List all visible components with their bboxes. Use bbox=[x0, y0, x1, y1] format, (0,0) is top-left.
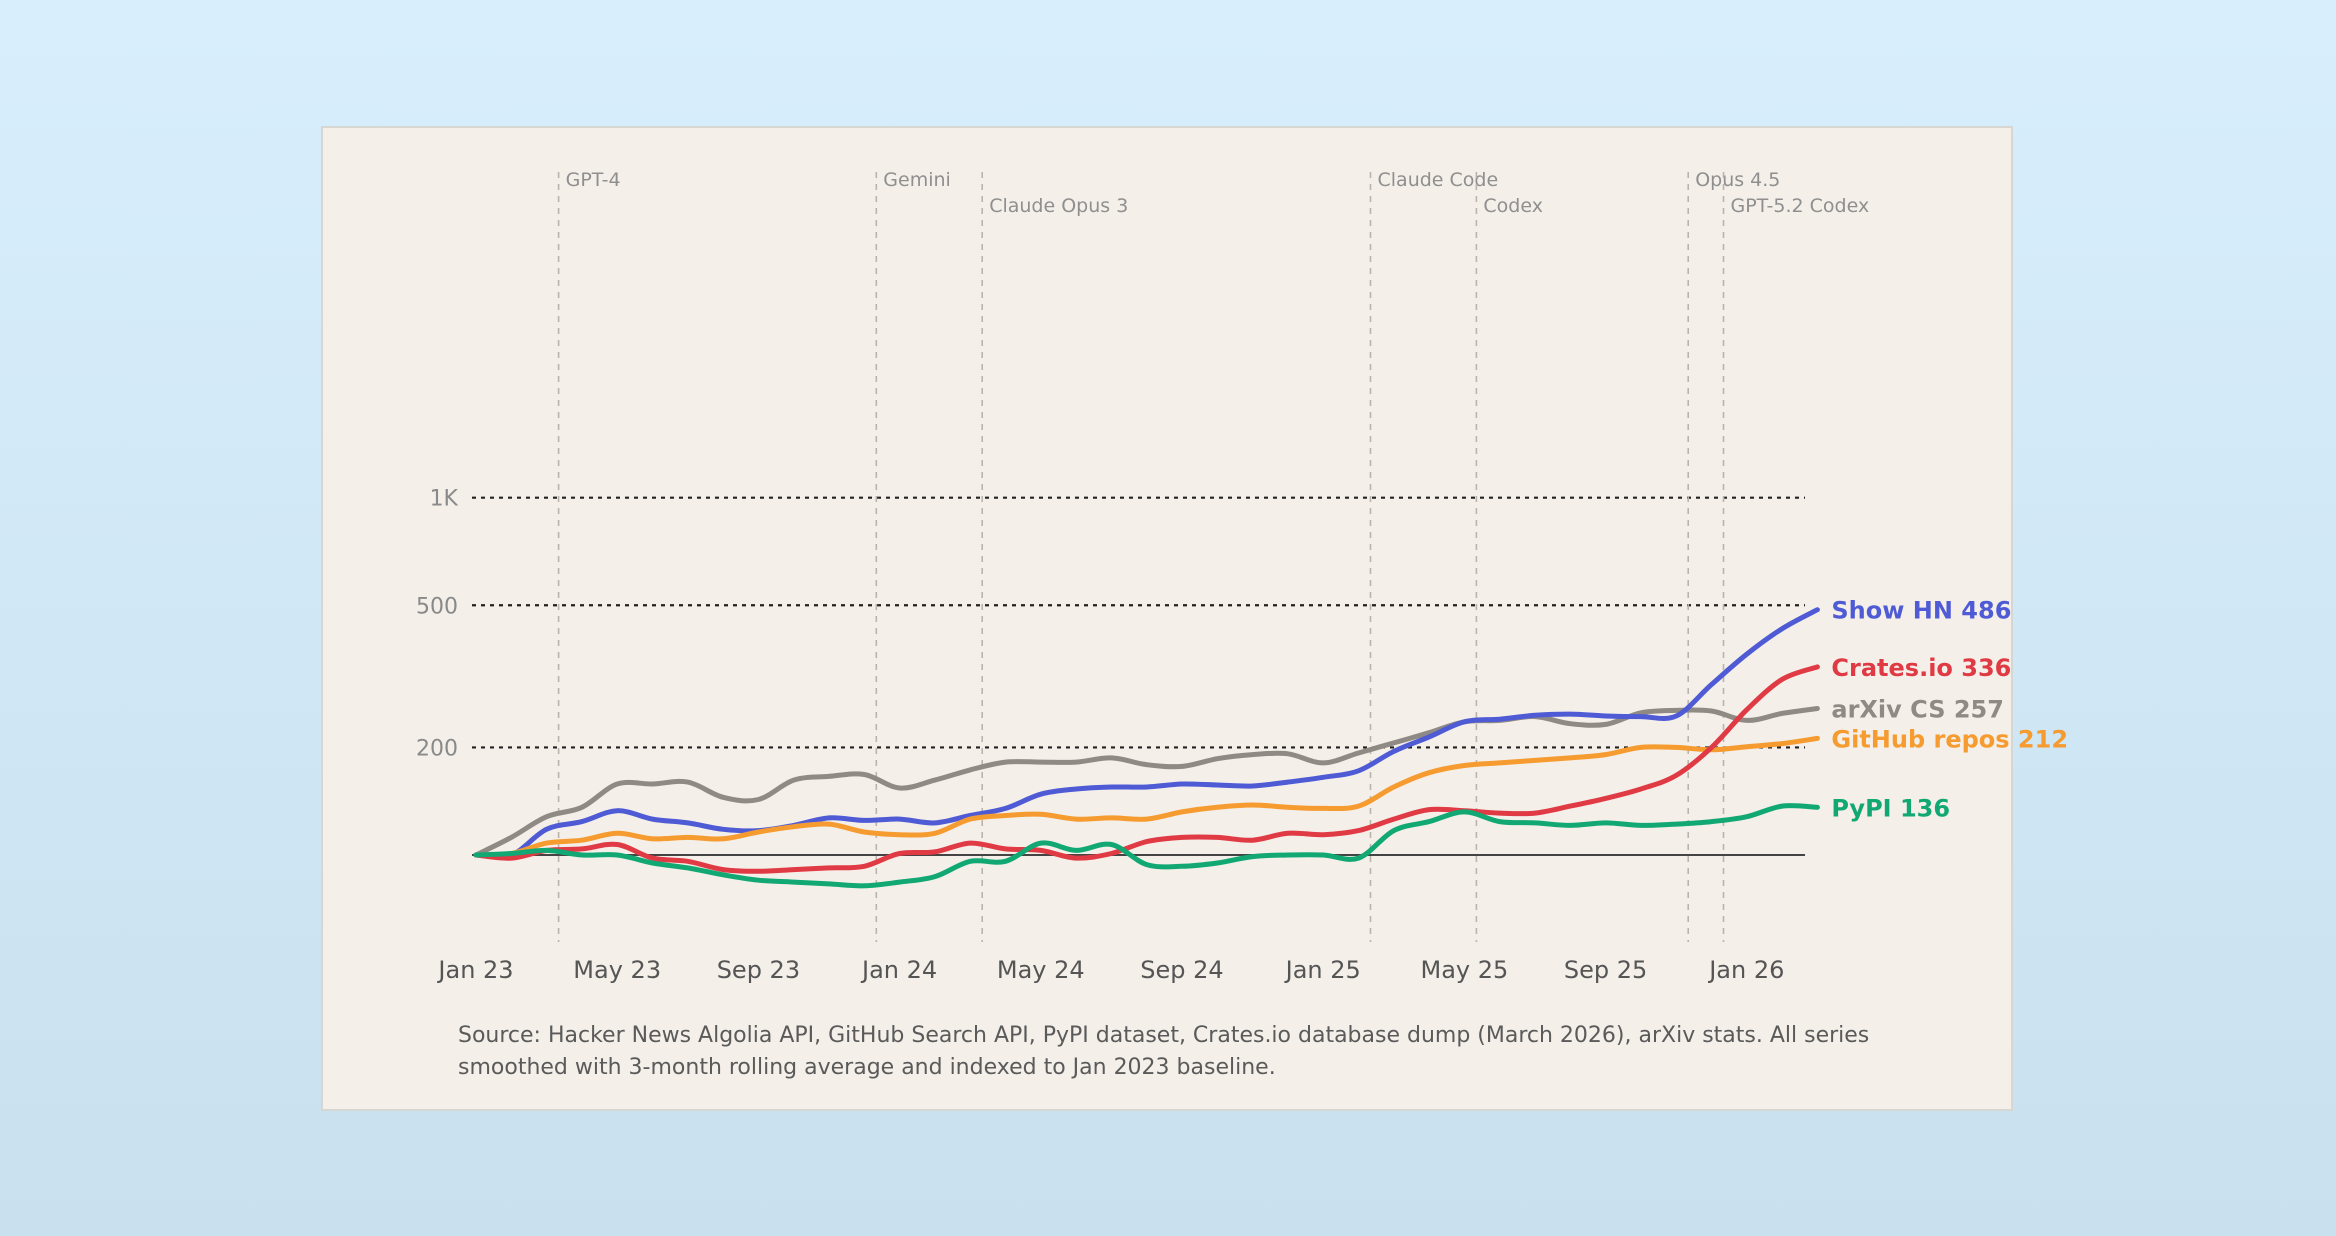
x-tick-label: May 25 bbox=[1421, 956, 1509, 984]
series-line-show-hn bbox=[473, 607, 1820, 860]
series-label-crates-io: Crates.io 336 bbox=[1831, 654, 2011, 682]
series-label-github-repos: GitHub repos 212 bbox=[1831, 725, 2068, 753]
gridlines bbox=[472, 496, 1805, 856]
series-line-pypi bbox=[473, 803, 1820, 889]
event-label: Opus 4.5 bbox=[1695, 169, 1780, 191]
y-tick-label: 500 bbox=[416, 594, 458, 619]
event-label: GPT-5.2 Codex bbox=[1731, 195, 1870, 217]
x-tick-label: Jan 26 bbox=[1707, 956, 1784, 984]
x-tick-label: Sep 25 bbox=[1564, 956, 1647, 984]
chart-card bbox=[321, 126, 2013, 1111]
series-label-pypi: PyPI 136 bbox=[1831, 794, 1950, 822]
series-lines bbox=[473, 607, 1820, 889]
series-label-show-hn: Show HN 486 bbox=[1831, 597, 2011, 625]
y-tick-label: 200 bbox=[416, 736, 458, 761]
x-tick-label: May 24 bbox=[997, 956, 1085, 984]
event-label: Claude Code bbox=[1378, 169, 1499, 191]
series-label-arxiv-cs: arXiv CS 257 bbox=[1831, 696, 2004, 724]
series-line-crates-io bbox=[473, 664, 1820, 874]
x-tick-label: Sep 23 bbox=[717, 956, 800, 984]
event-label: Codex bbox=[1483, 195, 1543, 217]
event-label: GPT-4 bbox=[566, 169, 621, 191]
event-label: Claude Opus 3 bbox=[989, 195, 1128, 217]
series-line-github-repos bbox=[473, 735, 1820, 858]
x-tick-label: Jan 24 bbox=[860, 956, 937, 984]
series-line-arxiv-cs bbox=[473, 706, 1820, 858]
x-tick-label: Sep 24 bbox=[1140, 956, 1223, 984]
series-labels: arXiv CS 257 Show HN 486 GitHub repos 212 C… bbox=[1831, 597, 2068, 823]
x-tick-label: May 23 bbox=[573, 956, 661, 984]
y-tick-label: 1K bbox=[430, 487, 459, 512]
axes: 1K 500 200 Jan 23 May 23 Sep 23 Jan 24 May 24 Se… bbox=[416, 487, 1784, 984]
x-tick-label: Jan 25 bbox=[1284, 956, 1361, 984]
source-note: Source: Hacker News Algolia API, GitHub … bbox=[458, 1023, 1870, 1080]
event-label: Gemini bbox=[883, 169, 951, 191]
x-tick-label: Jan 23 bbox=[436, 956, 513, 984]
